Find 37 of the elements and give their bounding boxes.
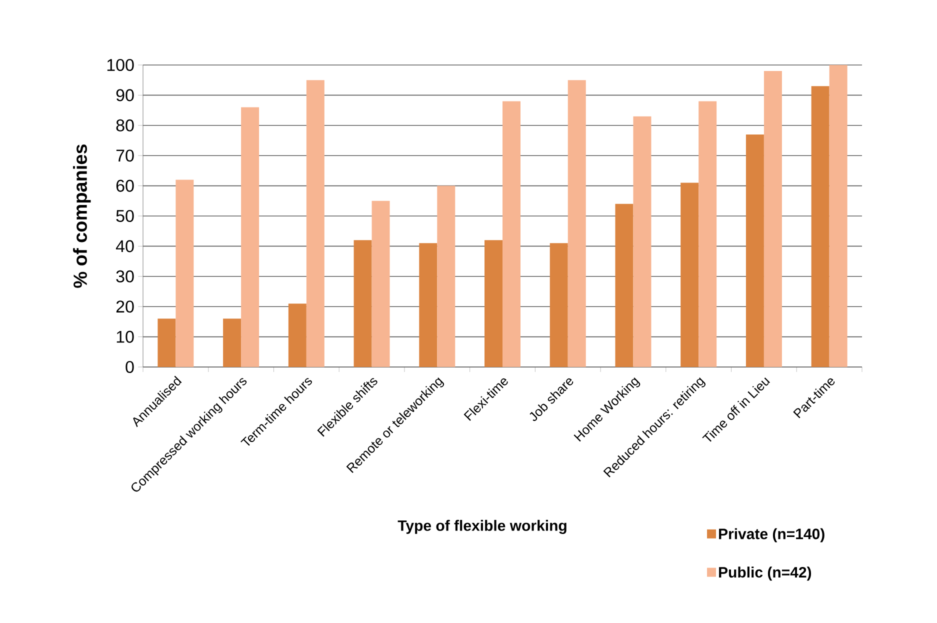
bar bbox=[550, 243, 568, 367]
bar bbox=[633, 116, 652, 367]
bar bbox=[568, 80, 586, 367]
bar bbox=[484, 240, 503, 367]
bar bbox=[437, 186, 456, 367]
y-tick-label: 50 bbox=[116, 210, 134, 222]
y-tick-label: 60 bbox=[116, 180, 134, 192]
legend-label: Private (n=140) bbox=[719, 528, 824, 542]
bar bbox=[288, 304, 306, 367]
legend-label: Public (n=42) bbox=[719, 566, 812, 581]
y-tick-label: 90 bbox=[116, 89, 134, 102]
bar bbox=[223, 318, 242, 367]
x-axis-title: Type of flexible working bbox=[398, 520, 566, 534]
bar bbox=[502, 101, 521, 367]
y-tick-label: 20 bbox=[116, 300, 134, 313]
y-tick-label: 0 bbox=[126, 360, 134, 374]
y-tick-label: 40 bbox=[116, 240, 134, 252]
bar bbox=[829, 64, 848, 367]
y-tick-label: 80 bbox=[116, 119, 134, 132]
bar bbox=[372, 200, 390, 367]
y-tick-label: 100 bbox=[107, 58, 134, 72]
bar bbox=[615, 204, 634, 367]
y-tick-label: 70 bbox=[116, 150, 134, 162]
y-axis-title: % of companies bbox=[73, 144, 91, 288]
bar bbox=[354, 240, 372, 367]
bar bbox=[419, 243, 438, 367]
bar bbox=[176, 180, 194, 367]
bar bbox=[811, 86, 830, 367]
bar bbox=[158, 318, 176, 367]
bar bbox=[746, 134, 764, 367]
bar bbox=[306, 80, 324, 367]
y-tick-label: 10 bbox=[116, 330, 134, 343]
bar bbox=[698, 101, 717, 367]
bar bbox=[764, 71, 782, 367]
bar bbox=[241, 107, 260, 367]
y-tick-label: 30 bbox=[116, 270, 134, 282]
bar bbox=[680, 182, 699, 367]
